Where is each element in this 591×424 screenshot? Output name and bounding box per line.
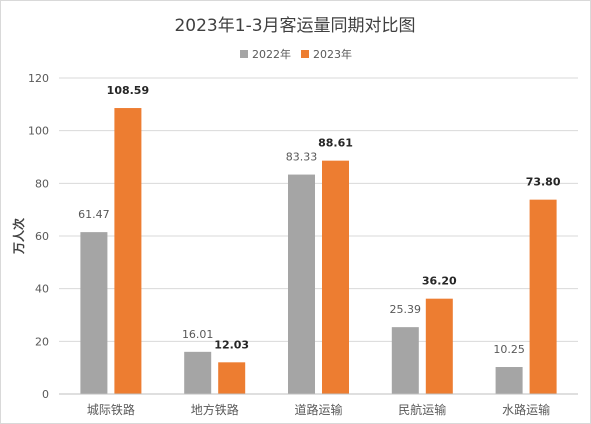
legend: 2022年 2023年 — [240, 47, 352, 61]
bar-2022 — [288, 174, 315, 394]
data-label: 108.59 — [107, 84, 149, 97]
y-tick-label: 80 — [35, 177, 49, 190]
chart-title: 2023年1-3月客运量同期对比图 — [174, 16, 415, 36]
bar-2023 — [114, 108, 142, 395]
bars — [80, 108, 557, 395]
legend-swatch-2023 — [301, 50, 309, 58]
x-axis-ticks: 城际铁路 地方铁路 道路运输 民航运输 水路运输 — [87, 402, 550, 417]
legend-label-2023: 2023年 — [313, 47, 352, 61]
data-label: 61.47 — [78, 208, 110, 221]
bar-2022 — [80, 232, 108, 394]
y-axis-ticks: 0 20 40 60 80 100 120 — [28, 72, 49, 401]
bar-2022 — [495, 367, 523, 394]
x-tick-label: 道路运输 — [294, 402, 342, 417]
x-tick-label: 民航运输 — [398, 402, 446, 417]
legend-swatch-2022 — [240, 50, 248, 58]
y-tick-label: 0 — [42, 388, 49, 401]
data-label: 73.80 — [526, 176, 561, 189]
y-axis-title: 万人次 — [11, 218, 26, 255]
bar-2022 — [391, 327, 419, 394]
bar-2023 — [322, 160, 349, 394]
data-label: 10.25 — [493, 343, 525, 356]
bar-2023 — [425, 298, 453, 394]
data-label: 16.01 — [182, 328, 214, 341]
data-label: 36.20 — [422, 275, 457, 288]
legend-label-2022: 2022年 — [252, 47, 291, 61]
data-label: 12.03 — [214, 338, 249, 351]
bar-2023 — [218, 362, 246, 394]
bar-2022 — [184, 351, 212, 394]
y-tick-label: 60 — [35, 230, 49, 243]
y-tick-label: 100 — [28, 125, 49, 138]
y-tick-label: 20 — [35, 335, 49, 348]
gridlines — [59, 77, 578, 342]
x-tick-label: 城际铁路 — [87, 402, 135, 417]
x-tick-label: 地方铁路 — [191, 402, 239, 417]
bar-2023 — [529, 199, 557, 394]
y-tick-label: 120 — [28, 72, 49, 85]
data-label: 88.61 — [318, 137, 353, 150]
data-label: 83.33 — [286, 151, 318, 164]
data-label: 25.39 — [390, 303, 422, 316]
y-tick-label: 40 — [35, 283, 49, 296]
x-tick-label: 水路运输 — [502, 402, 550, 417]
